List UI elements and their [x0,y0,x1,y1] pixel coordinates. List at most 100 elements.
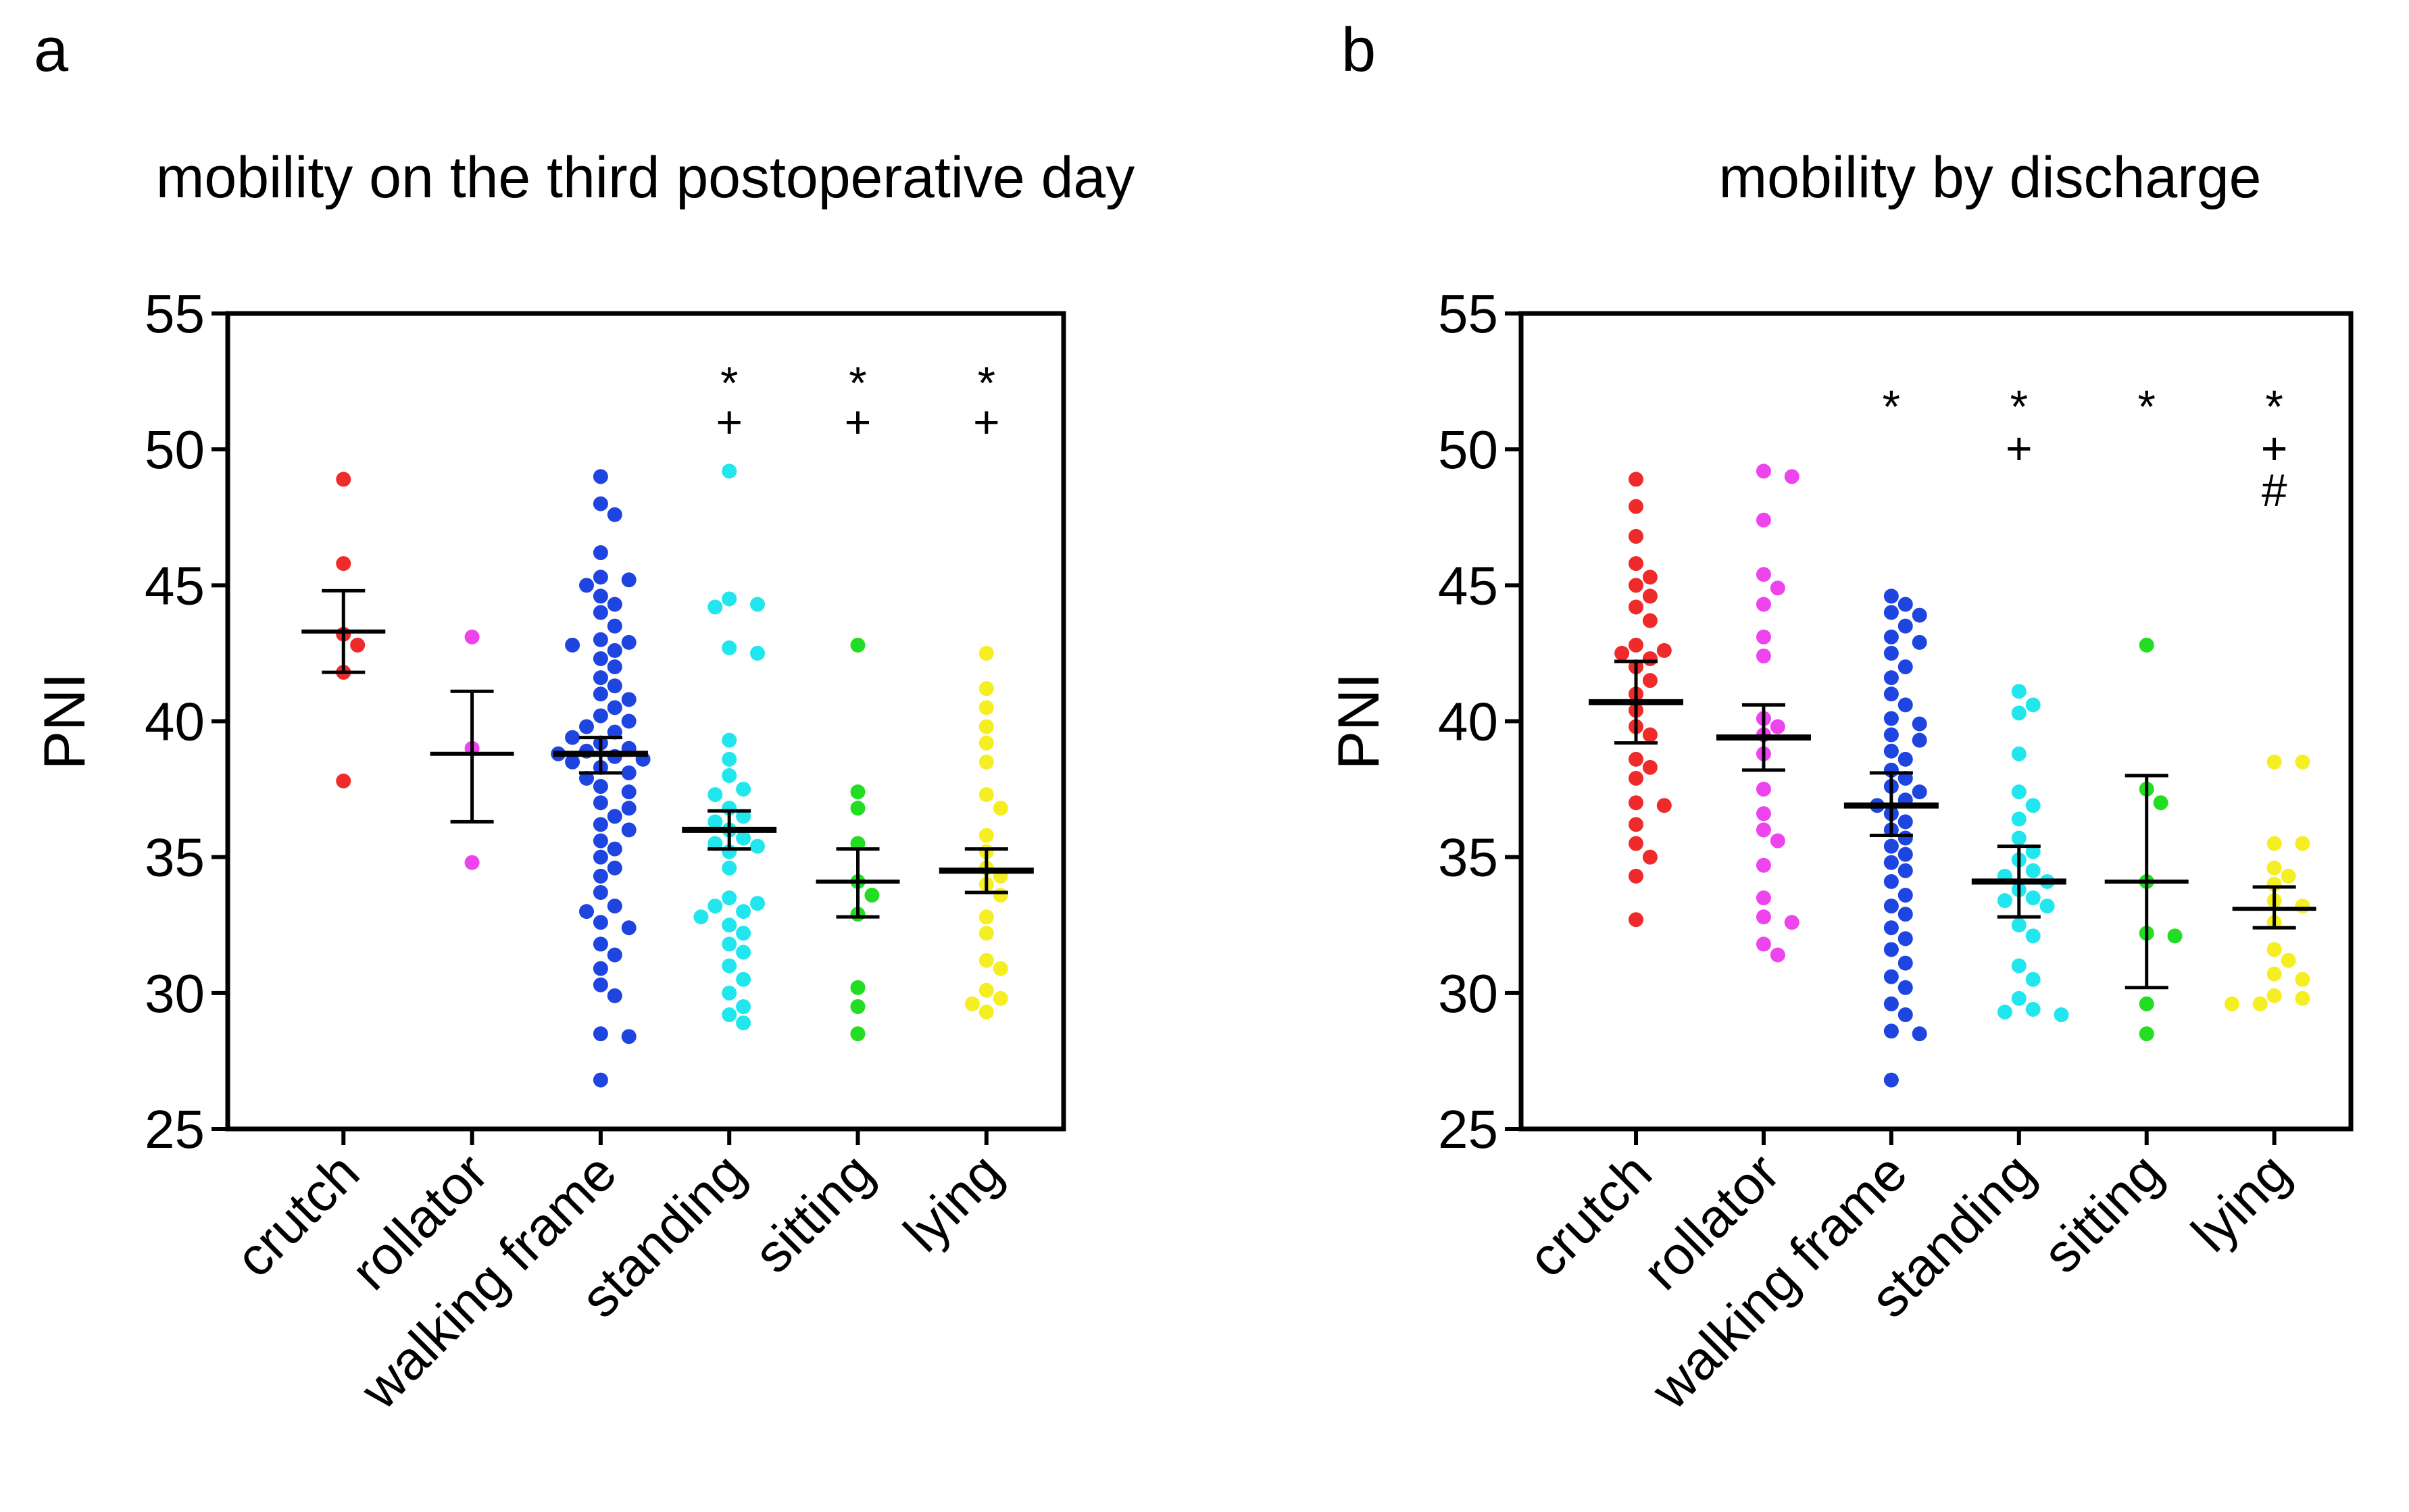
data-point [593,884,608,900]
data-point [2011,784,2027,800]
data-point [607,809,622,824]
data-point [2167,928,2183,944]
plot-frame [1518,311,2354,1132]
data-point [1642,613,1658,628]
data-point [1756,567,1771,582]
data-point [1784,469,1799,484]
data-point [1656,798,1672,813]
data-point [978,926,994,941]
data-point [2139,637,2154,653]
data-point [736,972,751,987]
data-point [722,463,737,479]
data-point [850,999,866,1014]
data-point [2281,868,2296,884]
data-point [1756,597,1771,612]
data-point [607,947,622,963]
data-point [2266,836,2282,851]
data-point [1912,607,1927,623]
data-point [1756,463,1771,479]
data-point [978,787,994,803]
data-point [2139,1026,2154,1042]
data-point [1897,814,1913,830]
data-point [1629,868,1644,884]
data-point [607,597,622,612]
data-point [2295,754,2310,770]
data-point [1770,719,1785,734]
data-point [621,1029,637,1044]
data-point [850,801,866,816]
data-point [1642,759,1658,775]
data-point [1629,528,1644,544]
data-point [722,985,737,1001]
panel-label: a [34,16,69,84]
data-point [2025,890,2041,906]
data-point [2281,953,2296,968]
data-point [850,637,866,653]
data-point [1883,727,1899,742]
data-point [1897,887,1913,903]
data-point [2025,697,2041,713]
y-tick-label: 40 [145,692,205,752]
data-point [2295,899,2310,914]
y-tick-label: 30 [145,963,205,1024]
data-point [736,999,751,1014]
data-point [2011,811,2027,827]
data-point [978,681,994,697]
data-point [864,887,880,903]
data-point [1770,947,1785,963]
data-point [1756,822,1771,838]
data-point [1883,686,1899,702]
y-tick-label: 45 [1438,555,1498,615]
data-point [1897,980,1913,995]
significance-mark: + [973,397,1000,448]
data-point [1756,629,1771,645]
data-point [1784,915,1799,930]
significance-mark: * [1883,381,1900,432]
data-point [1997,893,2012,909]
data-point [1629,795,1644,811]
data-point [1883,605,1899,620]
data-point [607,724,622,740]
data-point [593,977,608,992]
data-point [993,961,1008,976]
data-point [736,1015,751,1031]
data-point [1897,697,1913,713]
data-point [978,719,994,734]
data-point [1883,996,1899,1011]
data-point [1629,556,1644,572]
data-point [978,645,994,661]
data-point [1883,711,1899,726]
data-point [593,588,608,604]
data-point [1883,942,1899,957]
x-tick-label: sitting [2031,1142,2174,1284]
data-point [1883,670,1899,686]
data-point [607,860,622,876]
data-point [2039,899,2055,914]
data-point [2153,795,2168,811]
data-point [1897,1007,1913,1023]
data-point [2266,966,2282,982]
data-point [565,637,580,653]
data-point [707,599,723,615]
data-point [736,830,751,846]
data-point [578,578,594,593]
data-point [593,545,608,561]
data-point [1642,673,1658,688]
y-tick-label: 45 [145,555,205,615]
data-point [707,814,723,830]
data-point [1756,782,1771,797]
data-point [850,836,866,851]
data-point [593,469,608,484]
data-point [850,980,866,995]
data-point [2011,684,2027,699]
data-point [722,1007,737,1023]
data-point [607,841,622,857]
significance-mark: + [2261,423,2288,474]
x-tick-label: lying [893,1142,1014,1263]
data-point [2011,990,2027,1006]
data-point [707,899,723,914]
data-point [464,629,480,645]
data-point [1756,857,1771,873]
data-point [722,767,737,783]
plot-frame [225,311,1066,1132]
